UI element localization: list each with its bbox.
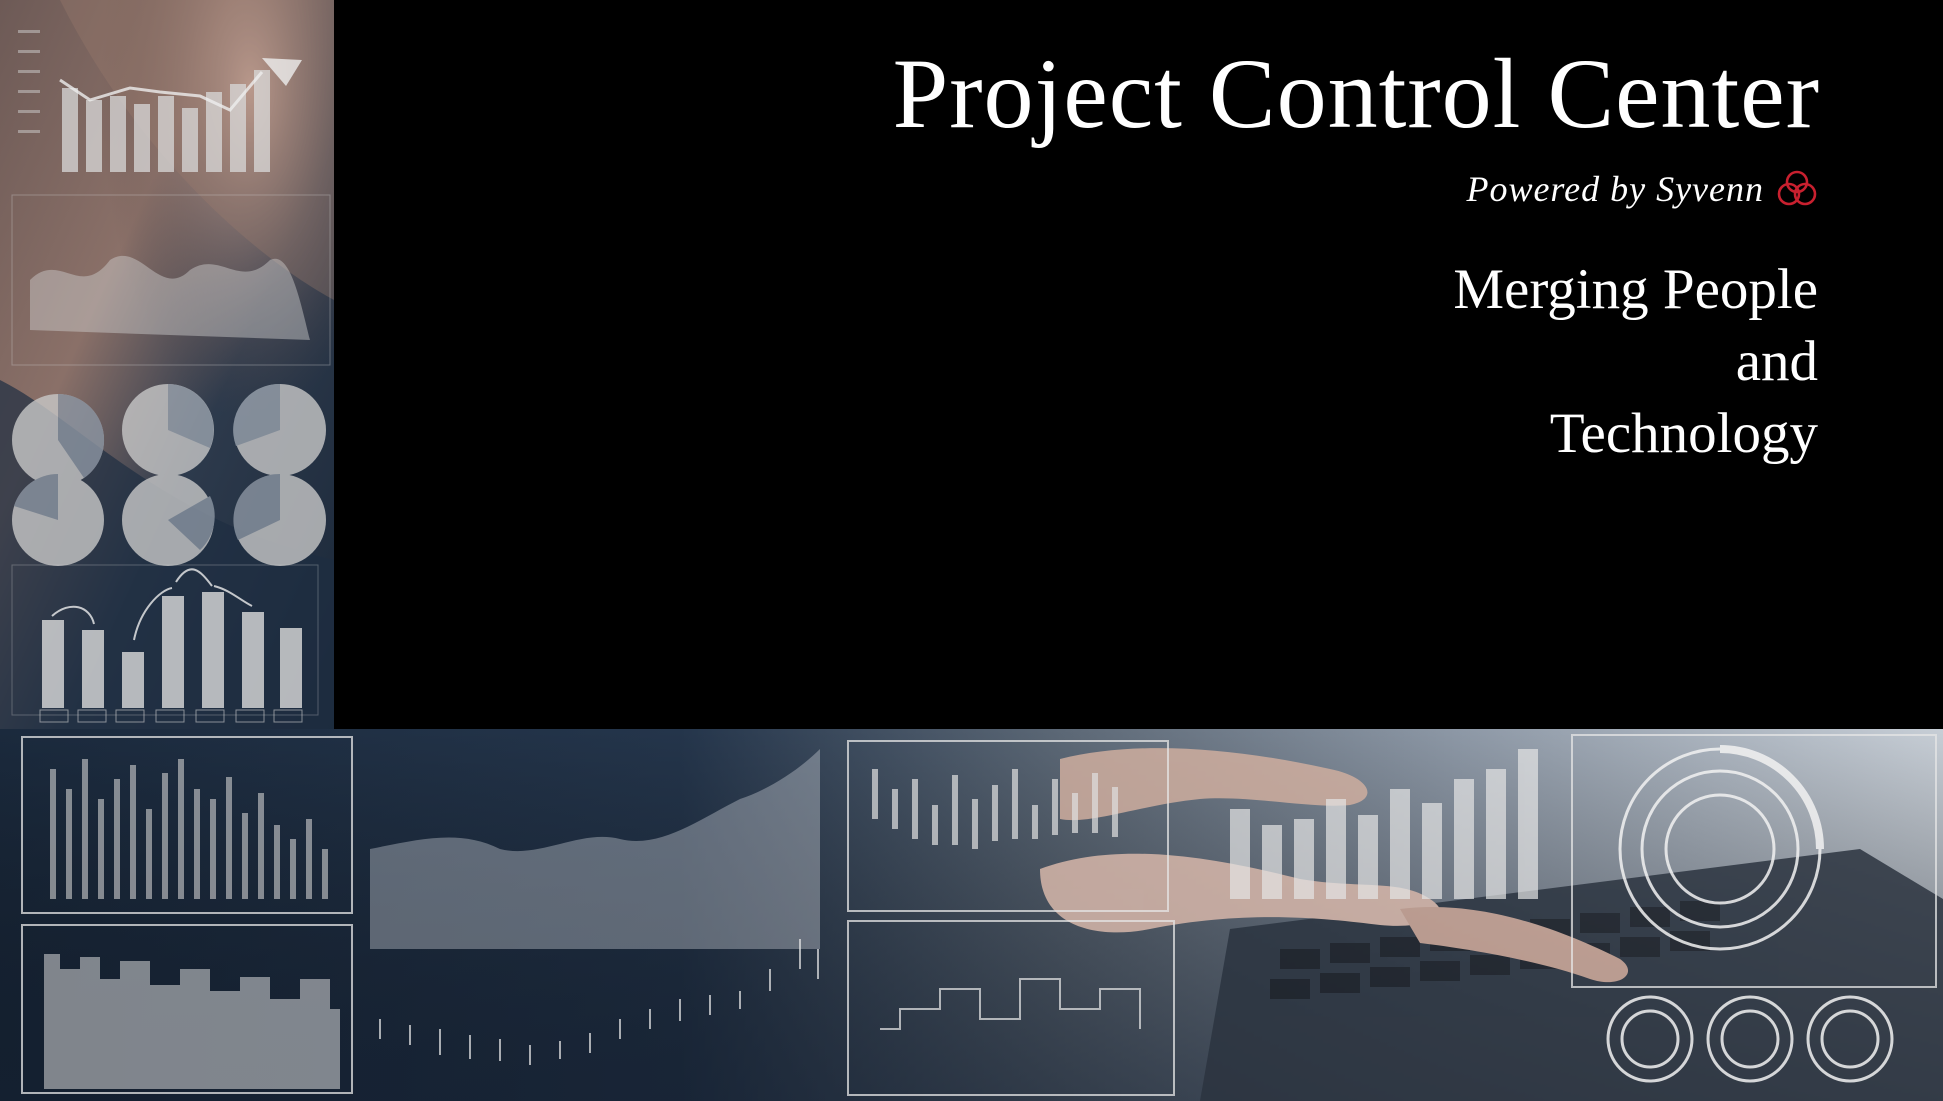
bar-chart-panel xyxy=(50,759,328,899)
area-chart-panel xyxy=(370,749,820,949)
weekday-bar-chart xyxy=(42,592,302,708)
tagline-line-1: Merging People xyxy=(1453,258,1818,321)
area-chart-panel xyxy=(30,255,310,340)
powered-by-text: Powered by Syvenn xyxy=(1466,169,1764,209)
pie-chart-grid xyxy=(12,383,326,566)
radar-gauge xyxy=(1606,745,1894,1083)
bottom-photo-collage xyxy=(0,729,1943,1101)
left-photo-collage xyxy=(0,0,334,735)
tagline-line-2: and xyxy=(1735,330,1818,393)
tagline-line-3: Technology xyxy=(1549,402,1818,465)
tagline: Merging People and Technology xyxy=(1453,254,1818,470)
candlestick-chart xyxy=(379,939,819,1065)
syvenn-logo-icon xyxy=(1777,170,1817,206)
bar-chart-panel xyxy=(62,70,270,172)
page-title: Project Control Center xyxy=(892,38,1820,149)
powered-by-line: Powered by Syvenn xyxy=(1466,168,1820,210)
